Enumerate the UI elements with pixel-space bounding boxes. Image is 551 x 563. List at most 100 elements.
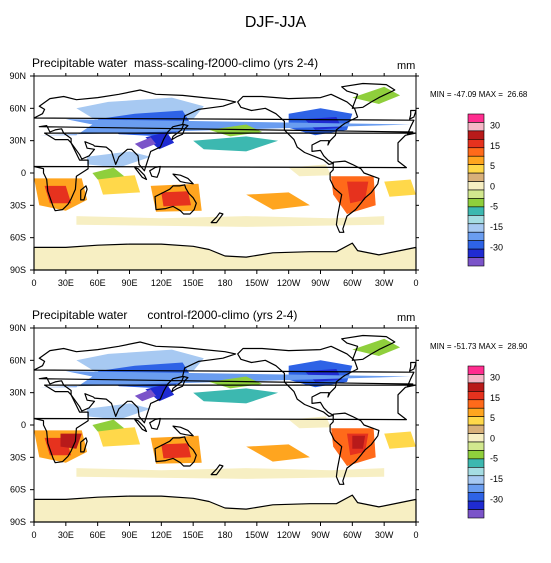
panel-left-title: Precipitable water control-f2000-climo (… [32, 308, 298, 322]
colorbar-swatch [467, 374, 485, 384]
field-blob-indian-green [92, 167, 125, 180]
colorbar-swatch [467, 257, 485, 267]
x-tick-label: 30E [58, 278, 74, 288]
colorbar-swatch [467, 130, 485, 140]
colorbar-swatch [467, 407, 485, 417]
coastline-africa [33, 132, 417, 212]
field-blob-indian-warm [97, 175, 141, 195]
coastline-namerica [237, 93, 359, 166]
x-tick-label: 90E [121, 530, 137, 540]
panel-units: mm [397, 60, 416, 72]
y-tick-label: 90N [9, 71, 26, 81]
x-tick-label: 0 [413, 278, 418, 288]
x-tick-label: 60W [343, 530, 362, 540]
colorbar-swatch [467, 248, 485, 258]
coastline-sumatra [134, 418, 148, 433]
colorbar-swatch [467, 399, 485, 409]
field-blob-indian-warm [97, 427, 141, 447]
x-tick-label: 30W [375, 278, 394, 288]
x-tick-label: 120W [277, 278, 301, 288]
panel-control: Precipitable water control-f2000-climo (… [0, 308, 551, 558]
x-tick-label: 0 [31, 278, 36, 288]
x-tick-label: 150E [183, 278, 204, 288]
coastlines [33, 334, 417, 523]
field-blob-australia-hot [161, 443, 191, 459]
x-tick-label: 60W [343, 278, 362, 288]
colorbar-swatch [467, 122, 485, 132]
colorbar: 30 15 5 0 -5 -15 -30 [467, 365, 503, 519]
field-blob-china-deep [134, 389, 156, 402]
x-tick-label: 180 [217, 530, 232, 540]
field-blob-china-min [145, 384, 175, 402]
coastline-borneo [149, 417, 161, 430]
coastline-namerica [237, 345, 359, 418]
colorbar-swatch [467, 475, 485, 485]
colorbar-swatch [467, 467, 485, 477]
x-tick-label: 60E [90, 530, 106, 540]
coastline-japan [171, 123, 189, 141]
colorbar-swatch [467, 155, 485, 165]
colorbar-swatch [467, 509, 485, 519]
colorbar-swatch [467, 416, 485, 426]
coastline-greenland [341, 82, 396, 109]
field-blob-australia-hot [161, 191, 191, 207]
colorbar-swatch [467, 492, 485, 502]
field-blob-spac-warm [246, 192, 310, 210]
colorbar-label: 5 [490, 413, 495, 423]
coastline-newguinea [172, 173, 194, 185]
colorbar-swatch [467, 139, 485, 149]
y-tick-label: 60N [9, 103, 26, 113]
coastline-samerica [329, 412, 380, 485]
x-tick-label: 0 [413, 530, 418, 540]
field-blob-sh-ring [76, 216, 385, 227]
field-blob-greenland [352, 86, 401, 104]
field-blob-satl-warm [384, 431, 416, 449]
coastline-antarctica [33, 242, 417, 271]
x-tick-label: 30W [375, 530, 394, 540]
x-tick-label: 60E [90, 278, 106, 288]
colorbar-swatch [467, 147, 485, 157]
field-blob-indian-green [92, 419, 125, 432]
anomaly-field [34, 338, 416, 479]
colorbar-swatch [467, 215, 485, 225]
colorbar-label: 30 [490, 373, 500, 383]
field-blob-epac-tan [288, 164, 332, 177]
colorbar-swatch [467, 500, 485, 510]
colorbar-label: -5 [490, 454, 498, 464]
colorbar-label: 15 [490, 141, 500, 151]
colorbar-label: -15 [490, 222, 503, 232]
field-blob-samerica-hot [347, 181, 369, 204]
field-blob-sh-ring [76, 468, 385, 479]
colorbar-swatch [467, 198, 485, 208]
coastlines [33, 82, 417, 271]
x-tick-label: 120E [151, 278, 172, 288]
coastline-madagascar [80, 185, 88, 201]
x-tick-label: 150W [245, 278, 269, 288]
panel-left-title: Precipitable water mass-scaling-f2000-cl… [32, 56, 319, 70]
x-tick-label: 180 [217, 278, 232, 288]
field-blob-europe [39, 119, 411, 136]
colorbar-swatch [467, 113, 485, 123]
min-max-stats: MIN = -51.73 MAX = 28.90 [430, 342, 528, 351]
x-tick-label: 90E [121, 278, 137, 288]
colorbar-swatch [467, 441, 485, 451]
colorbar-swatch [467, 189, 485, 199]
colorbar-swatch [467, 223, 485, 233]
colorbar-swatch [467, 433, 485, 443]
x-tick-label: 0 [31, 530, 36, 540]
min-max-stats: MIN = -47.09 MAX = 26.68 [430, 90, 528, 99]
colorbar-label: 0 [490, 433, 495, 443]
colorbar-swatch [467, 382, 485, 392]
field-blob-europe [39, 371, 411, 388]
field-blob-arabian [87, 151, 151, 168]
field-blob-npac [193, 136, 279, 152]
figure-title: DJF-JJA [244, 14, 307, 31]
coastline-antarctica [33, 494, 417, 523]
colorbar-label: -30 [490, 494, 503, 504]
y-tick-label: 0 [21, 168, 26, 178]
y-tick-label: 60N [9, 355, 26, 365]
field-blob-epac-tan [288, 416, 332, 429]
y-tick-label: 60S [10, 485, 26, 495]
field-blob-china-min [145, 132, 175, 150]
field-blob-africa-hot [44, 185, 72, 204]
